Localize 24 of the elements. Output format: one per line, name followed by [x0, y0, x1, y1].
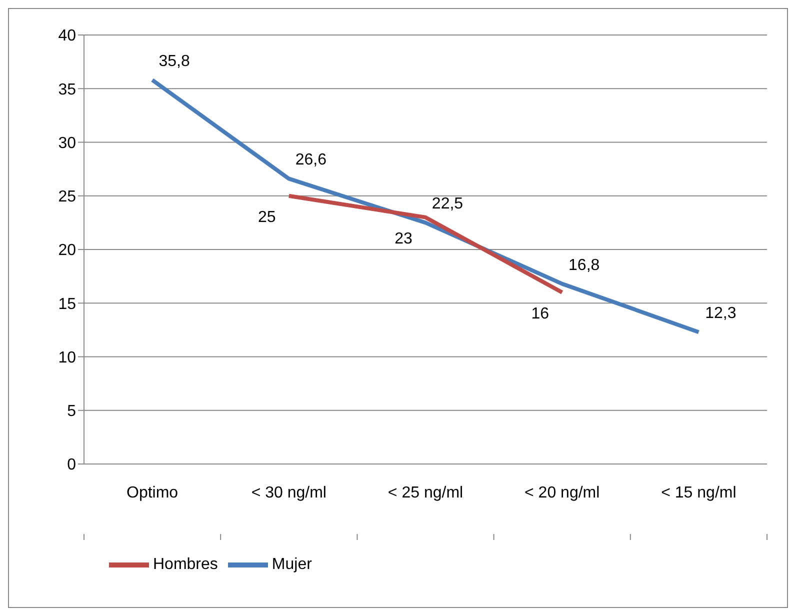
- x-tick-label: < 20 ng/ml: [524, 484, 600, 502]
- x-tick-label: < 15 ng/ml: [661, 484, 736, 502]
- y-tick-label: 5: [67, 403, 76, 420]
- data-label: 35,8: [158, 53, 190, 70]
- y-tick-label: 10: [58, 349, 76, 366]
- data-label: 16: [531, 305, 550, 322]
- legend-label: Mujer: [272, 556, 312, 574]
- data-label: 26,6: [295, 152, 327, 169]
- data-label: 23: [394, 230, 412, 248]
- data-label: 22,5: [432, 196, 464, 213]
- y-tick-label: 35: [58, 81, 76, 98]
- legend-label: Hombres: [153, 556, 218, 574]
- data-label: 12,3: [705, 305, 736, 322]
- x-tick-label: < 30 ng/ml: [251, 484, 326, 502]
- x-tick-label: < 25 ng/ml: [388, 484, 464, 502]
- x-tick-label: Optimo: [126, 484, 178, 502]
- y-tick-label: 20: [58, 242, 76, 260]
- y-tick-label: 0: [67, 456, 76, 474]
- data-label: 25: [258, 208, 276, 226]
- y-tick-label: 40: [58, 28, 76, 45]
- data-label: 16,8: [568, 256, 600, 274]
- y-tick-label: 30: [58, 134, 76, 152]
- y-tick-label: 15: [58, 296, 76, 313]
- y-tick-label: 25: [58, 188, 76, 206]
